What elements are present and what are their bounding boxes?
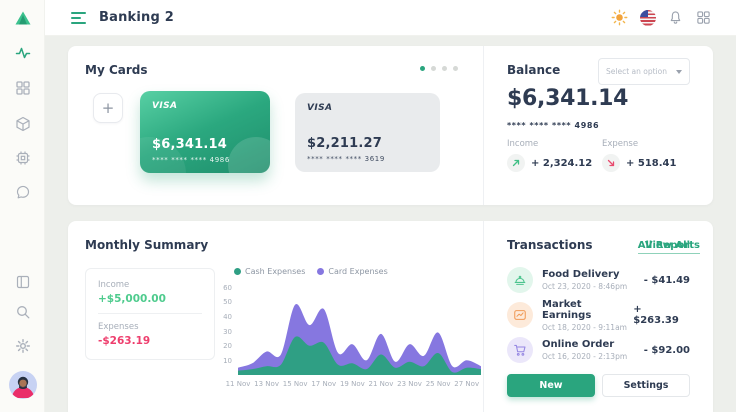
cards-balance-panel: My Cards + VISA $6,341.14 **** **** ****… xyxy=(68,46,713,205)
balance-account-select[interactable]: Select an option xyxy=(598,58,690,85)
transaction-amount: - $41.49 xyxy=(643,274,690,286)
chart-x-axis: 11 Nov 13 Nov 15 Nov 17 Nov 19 Nov 21 Nov 23 N… xyxy=(225,380,480,388)
divider xyxy=(483,221,484,412)
legend-dot-card xyxy=(317,268,325,275)
pagination-dot[interactable] xyxy=(442,66,447,71)
income-block: Income + 2,324.12 xyxy=(507,139,592,172)
chat-bubble-icon xyxy=(16,185,29,199)
chart-y-axis: 10 20 30 40 50 60 xyxy=(223,283,232,365)
sidebar xyxy=(0,0,45,412)
transaction-date: Oct 23, 2020 - 8:46pm xyxy=(542,282,628,291)
transaction-row[interactable]: Online Order Oct 16, 2020 - 2:13pm - $92… xyxy=(507,336,690,364)
cards-pagination xyxy=(420,66,458,71)
income-arrow-icon xyxy=(507,154,525,172)
balance-amount: $6,341.14 xyxy=(507,86,629,111)
expense-block: Expense + 518.41 xyxy=(602,139,676,172)
new-button[interactable]: New xyxy=(507,374,595,397)
expenses-area-chart xyxy=(238,287,481,375)
cube-icon xyxy=(15,116,30,132)
search-icon xyxy=(16,306,29,319)
legend-dot-cash xyxy=(234,268,241,275)
shopping-cart-icon xyxy=(507,337,533,363)
select-placeholder: Select an option xyxy=(606,66,667,76)
sidebar-item-devices[interactable] xyxy=(0,150,45,166)
bank-card-secondary[interactable]: VISA $2,211.27 **** **** **** 3619 xyxy=(295,93,440,172)
balance-masked-number: **** **** **** 4986 xyxy=(507,121,600,130)
transaction-date: Oct 16, 2020 - 2:13pm xyxy=(542,352,628,361)
sidebar-item-search[interactable] xyxy=(0,304,45,320)
card-amount: $6,341.14 xyxy=(152,137,227,152)
sidebar-item-packages[interactable] xyxy=(0,116,45,132)
divider xyxy=(98,313,202,314)
transactions-title: Transactions xyxy=(507,238,593,252)
legend-cash-expenses: Cash Expenses xyxy=(234,267,305,276)
pagination-dot[interactable] xyxy=(453,66,458,71)
triangle-logo-icon xyxy=(15,11,30,25)
expense-label: Expense xyxy=(602,139,639,149)
add-card-button[interactable]: + xyxy=(93,93,123,123)
activity-icon xyxy=(15,47,30,59)
expense-arrow-icon xyxy=(602,154,620,172)
summary-expenses-label: Expenses xyxy=(98,322,139,332)
chart-legend: Cash Expenses Card Expenses xyxy=(234,267,388,276)
transactions-section: Transactions View All Food Delivery Oct … xyxy=(507,221,690,412)
transaction-row[interactable]: Food Delivery Oct 23, 2020 - 8:46pm - $4… xyxy=(507,266,690,294)
menu-hamburger-icon[interactable] xyxy=(71,11,86,24)
transaction-date: Oct 18, 2020 - 9:11am xyxy=(542,322,627,332)
expense-value: + 518.41 xyxy=(626,157,677,169)
legend-card-expenses: Card Expenses xyxy=(317,267,388,276)
balance-title: Balance xyxy=(507,63,561,77)
gear-icon xyxy=(15,339,30,353)
monthly-summary-title: Monthly Summary xyxy=(85,238,209,252)
apps-grid-icon[interactable] xyxy=(695,9,712,26)
pagination-dot[interactable] xyxy=(431,66,436,71)
language-flag-us-icon[interactable] xyxy=(639,9,656,26)
sidebar-item-layout[interactable] xyxy=(0,274,45,290)
my-cards-title: My Cards xyxy=(85,63,148,77)
transaction-name: Market Earnings xyxy=(542,298,592,321)
card-masked-number: **** **** **** 4986 xyxy=(152,156,230,164)
page-title: Banking 2 xyxy=(99,10,174,25)
theme-sun-icon[interactable] xyxy=(611,9,628,26)
sidebar-item-messages[interactable] xyxy=(0,184,45,200)
summary-income-value: +$5,000.00 xyxy=(98,293,166,305)
card-amount: $2,211.27 xyxy=(307,136,382,151)
notifications-bell-icon[interactable] xyxy=(667,9,684,26)
earnings-chart-icon xyxy=(507,302,533,328)
card-masked-number: **** **** **** 3619 xyxy=(307,155,385,163)
visa-logo: VISA xyxy=(152,101,178,111)
transaction-row[interactable]: Market Earnings Oct 18, 2020 - 9:11am + … xyxy=(507,298,690,332)
sidebar-item-activity[interactable] xyxy=(0,45,45,61)
transaction-amount: + $263.39 xyxy=(633,304,679,326)
sidebar-item-settings[interactable] xyxy=(0,338,45,354)
cpu-chip-icon xyxy=(16,151,29,165)
transaction-name: Food Delivery xyxy=(542,269,620,280)
layout-panel-icon xyxy=(16,275,29,289)
income-value: + 2,324.12 xyxy=(531,157,593,169)
summary-expenses-value: -$263.19 xyxy=(98,335,151,347)
food-cloche-icon xyxy=(507,267,533,293)
avatar-icon xyxy=(8,371,37,399)
dashboard-grid-icon xyxy=(15,81,30,95)
sidebar-item-dashboard[interactable] xyxy=(0,80,45,96)
chevron-down-icon xyxy=(676,69,682,74)
balance-section: Balance Select an option $6,341.14 **** … xyxy=(507,46,690,205)
top-header: Banking 2 xyxy=(45,0,736,36)
transaction-amount: - $92.00 xyxy=(643,344,690,356)
transaction-name: Online Order xyxy=(542,339,615,350)
visa-logo: VISA xyxy=(307,103,333,113)
summary-transactions-panel: Monthly Summary All Reports Income +$5,0… xyxy=(68,221,713,412)
view-all-link[interactable]: View All xyxy=(644,240,690,254)
pagination-dot[interactable] xyxy=(420,66,425,71)
income-label: Income xyxy=(507,139,539,149)
summary-income-label: Income xyxy=(98,280,130,290)
app-logo[interactable] xyxy=(0,9,45,27)
settings-button[interactable]: Settings xyxy=(602,374,690,397)
profile-avatar[interactable] xyxy=(0,371,45,399)
summary-box: Income +$5,000.00 Expenses -$263.19 xyxy=(85,268,215,360)
divider xyxy=(483,46,484,205)
bank-card-primary[interactable]: VISA $6,341.14 **** **** **** 4986 xyxy=(140,91,270,173)
